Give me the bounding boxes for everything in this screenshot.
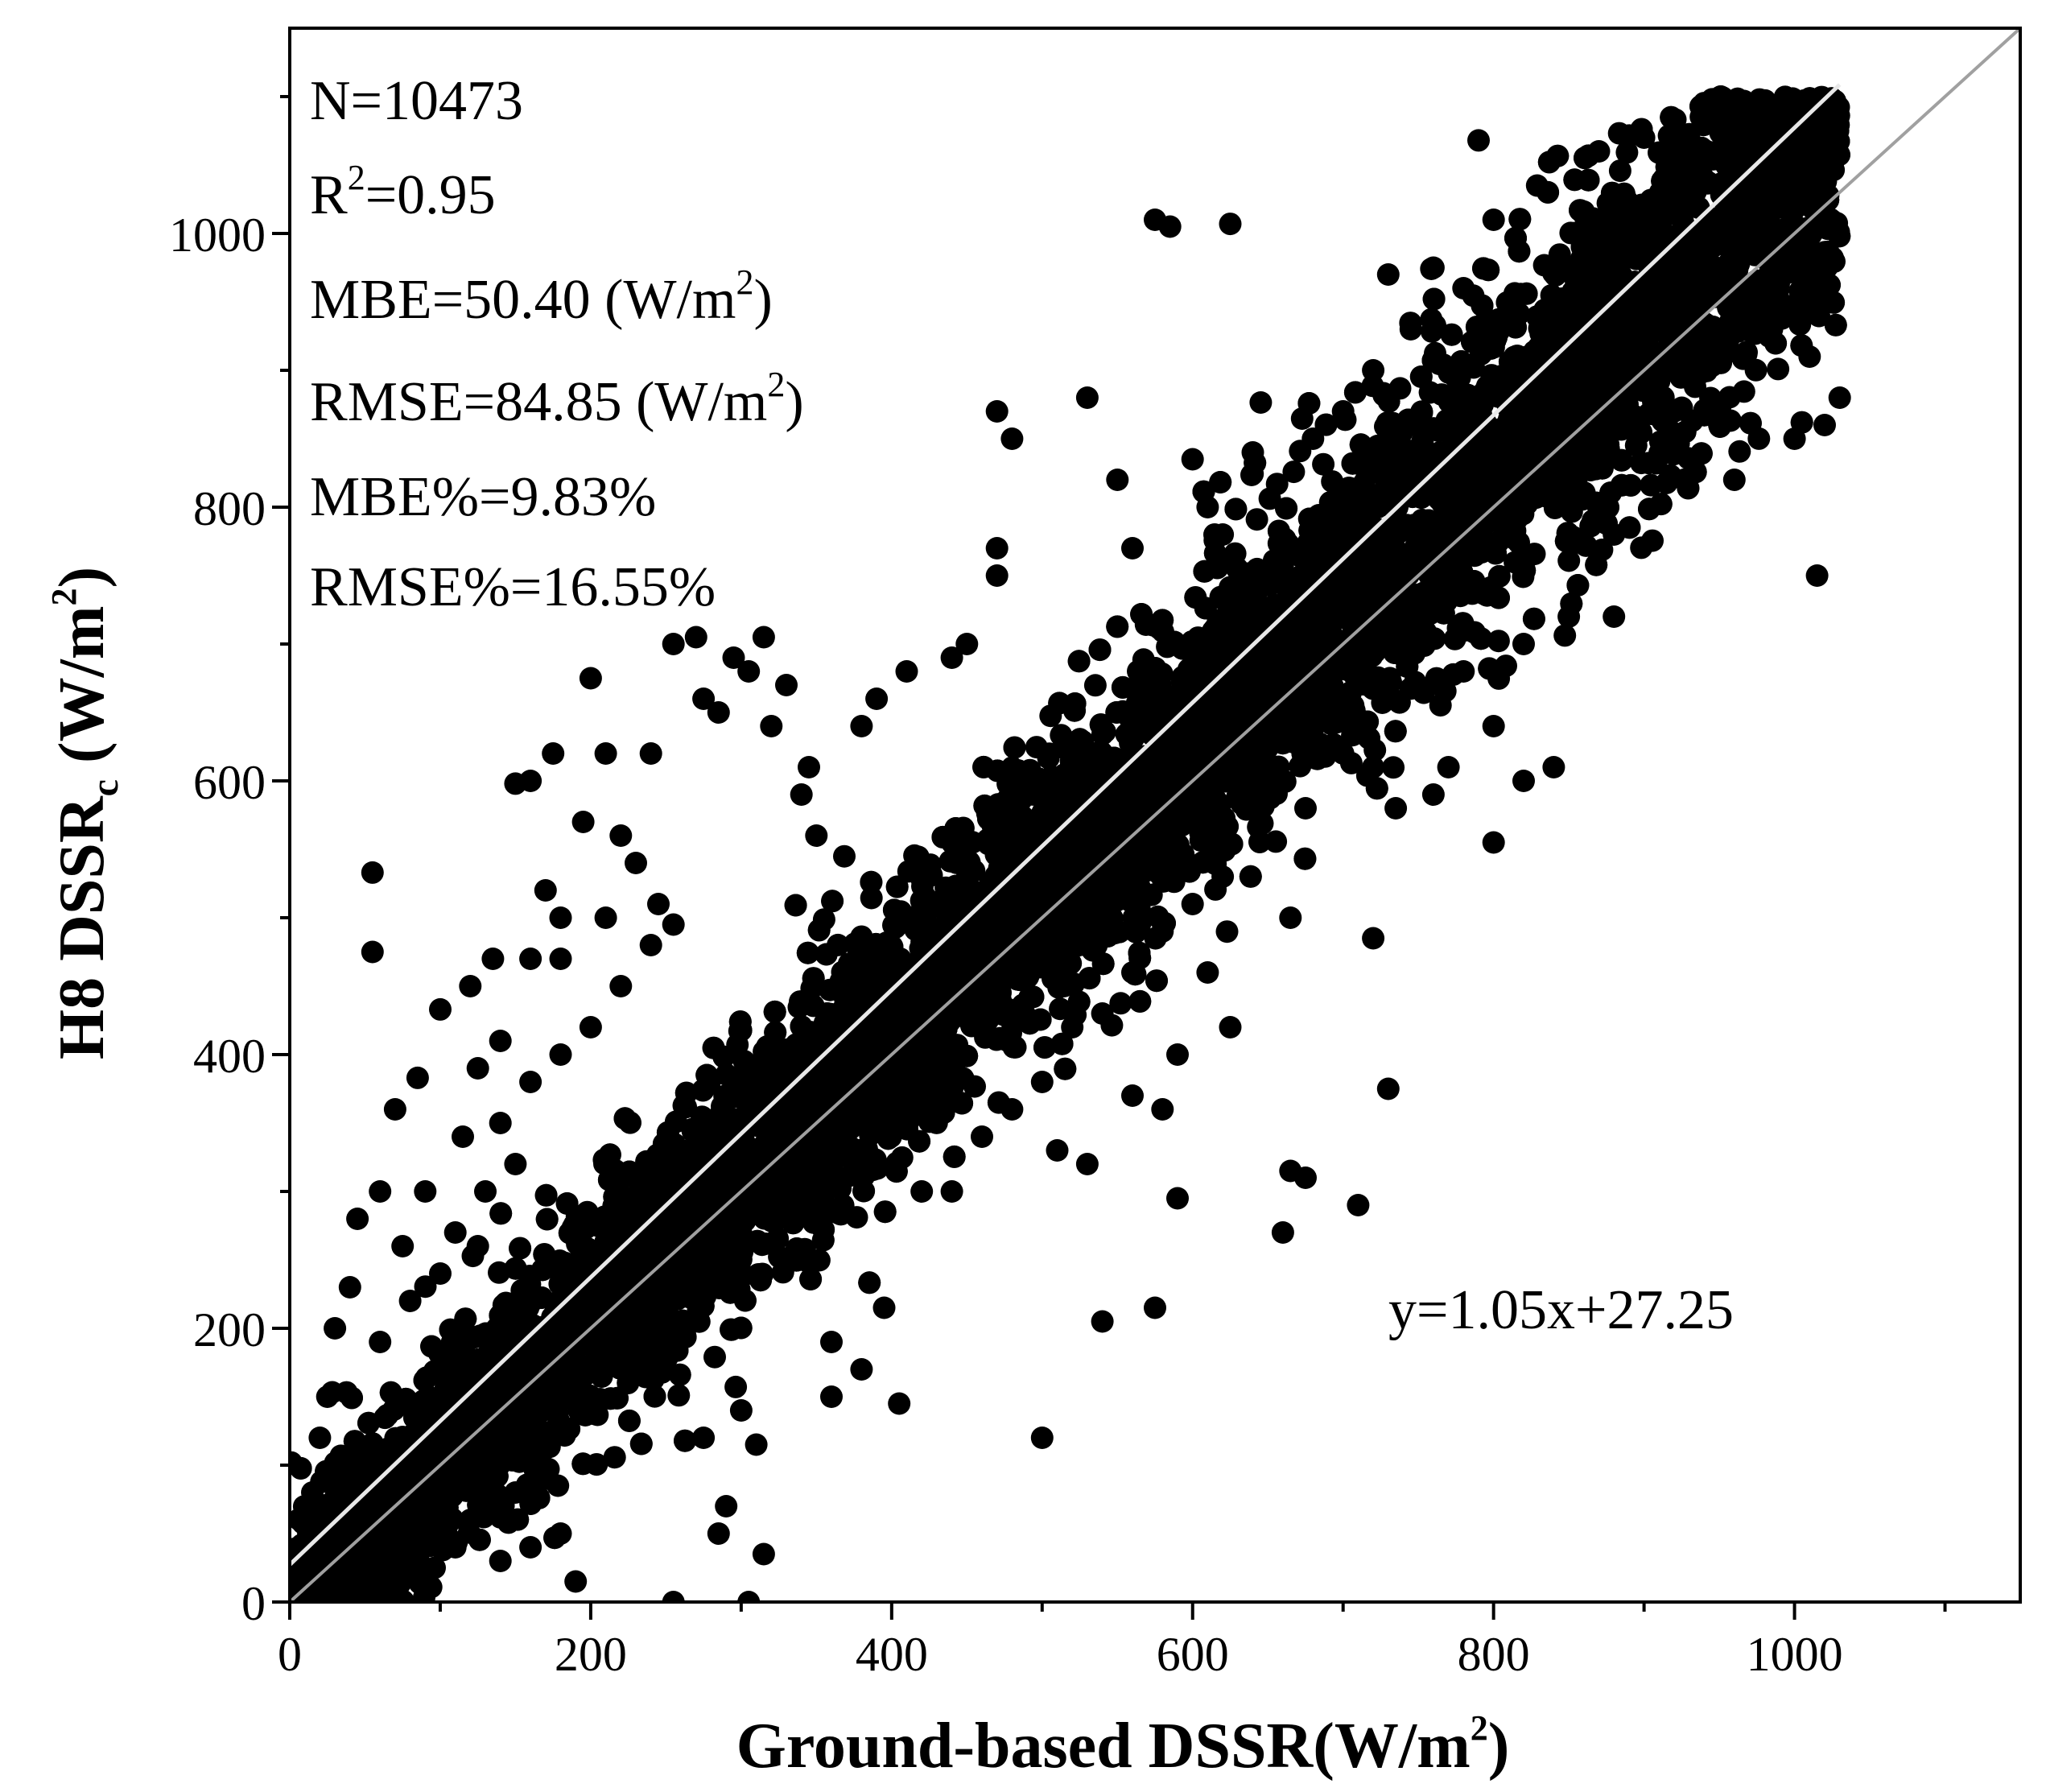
scatter-point — [1245, 508, 1268, 531]
scatter-point — [1429, 694, 1452, 717]
scatter-point — [1487, 630, 1510, 653]
scatter-point — [667, 1384, 691, 1407]
scatter-point — [1109, 992, 1132, 1015]
scatter-point — [1728, 440, 1751, 463]
scatter-point — [1215, 920, 1239, 943]
scatter-point — [860, 886, 883, 910]
scatter-point — [1083, 674, 1107, 697]
scatter-point — [715, 1063, 738, 1086]
scatter-point — [703, 1345, 726, 1369]
scatter-point — [1251, 811, 1274, 835]
scatter-point — [1312, 452, 1335, 476]
scatter-point — [1615, 141, 1639, 164]
scatter-point — [1630, 536, 1653, 559]
scatter-point — [1264, 830, 1288, 853]
scatter-point — [1553, 624, 1577, 647]
scatter-point — [1640, 473, 1663, 497]
scatter-point — [766, 1227, 790, 1250]
scatter-point — [1767, 357, 1790, 381]
scatter-point — [833, 844, 856, 868]
scatter-point — [414, 1275, 437, 1299]
scatter-point — [603, 1446, 626, 1469]
scatter-point — [1265, 473, 1289, 496]
scatter-point — [724, 1375, 748, 1398]
scatter-point — [1608, 159, 1631, 183]
scatter-point — [1557, 549, 1581, 572]
scatter-point — [1382, 756, 1405, 779]
scatter-point — [1249, 391, 1273, 414]
scatter-point — [1282, 460, 1306, 484]
